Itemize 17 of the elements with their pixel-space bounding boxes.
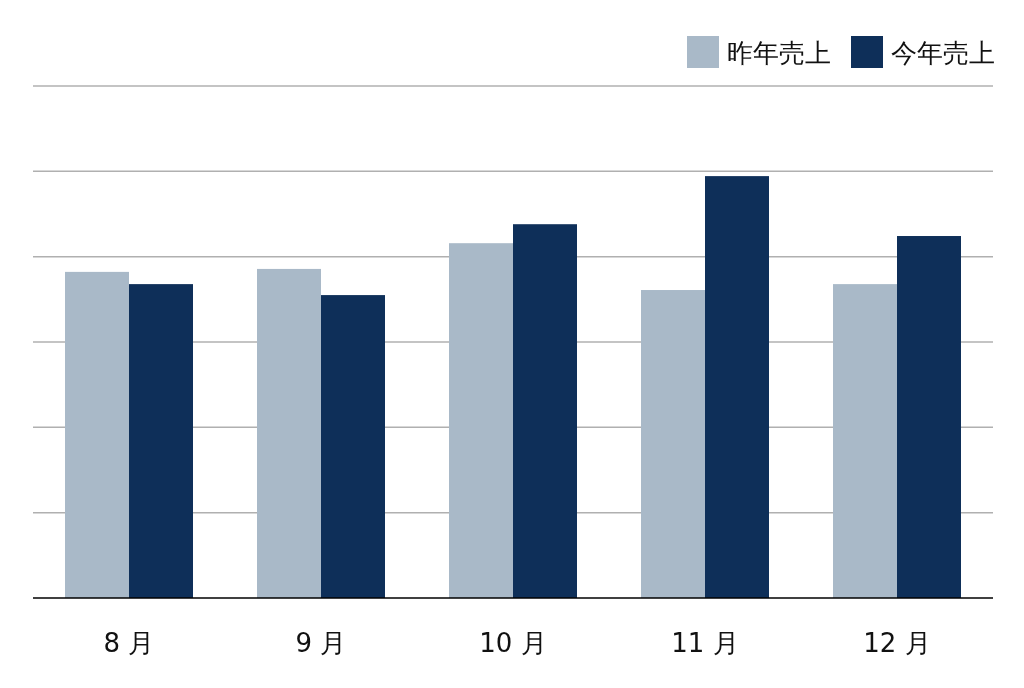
x-tick-label: 12 月 [863,628,931,658]
bar [833,284,897,598]
bar [449,243,513,598]
bar [65,271,129,598]
bar [513,224,577,598]
x-tick-label: 11 月 [671,628,739,658]
x-tick-label: 9 月 [295,628,347,658]
bar [641,290,705,598]
x-tick-label: 8 月 [103,628,155,658]
bar [321,295,385,598]
legend-label: 昨年売上 [727,38,831,68]
bar [705,176,769,598]
legend-label: 今年売上 [891,38,995,68]
bar [257,268,321,598]
x-tick-label: 10 月 [479,628,547,658]
bar [897,236,961,598]
bar [129,284,193,598]
